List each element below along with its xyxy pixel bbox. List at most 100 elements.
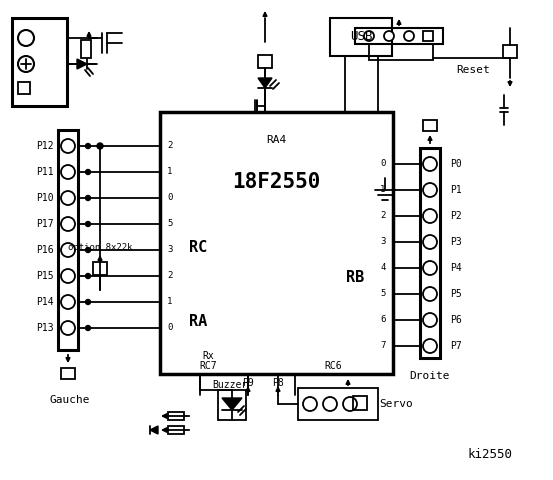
Bar (218, 390, 246, 420)
Circle shape (86, 274, 91, 278)
Bar (423, 120, 437, 131)
Bar (18, 82, 30, 94)
Circle shape (61, 295, 75, 309)
Polygon shape (222, 398, 242, 410)
Polygon shape (77, 59, 87, 69)
Text: Droite: Droite (410, 371, 450, 381)
Text: P3: P3 (450, 237, 462, 247)
Circle shape (61, 243, 75, 257)
Circle shape (61, 321, 75, 335)
Circle shape (86, 195, 91, 201)
Circle shape (86, 248, 91, 252)
Text: 7: 7 (380, 341, 385, 350)
Circle shape (323, 397, 337, 411)
Text: 2: 2 (380, 212, 385, 220)
Bar (160, 112, 393, 374)
Text: RA: RA (189, 314, 207, 329)
Text: 18F2550: 18F2550 (232, 172, 321, 192)
Circle shape (86, 300, 91, 304)
Circle shape (61, 139, 75, 153)
Circle shape (423, 235, 437, 249)
Bar (355, 28, 443, 44)
Text: P15: P15 (36, 271, 54, 281)
Circle shape (61, 269, 75, 283)
Text: 3: 3 (168, 245, 173, 254)
Circle shape (61, 217, 75, 231)
Text: ki2550: ki2550 (467, 448, 513, 461)
Text: P1: P1 (450, 185, 462, 195)
Circle shape (303, 397, 317, 411)
Text: 0: 0 (168, 324, 173, 333)
Text: Servo: Servo (379, 399, 413, 409)
Polygon shape (150, 426, 158, 434)
Text: 0: 0 (168, 193, 173, 203)
Text: 4: 4 (380, 264, 385, 273)
Text: RA4: RA4 (267, 135, 286, 145)
Text: 3: 3 (380, 238, 385, 247)
Circle shape (423, 287, 437, 301)
Circle shape (423, 339, 437, 353)
Text: USB: USB (349, 31, 372, 44)
Bar (168, 426, 184, 434)
Circle shape (97, 143, 103, 149)
Circle shape (86, 325, 91, 331)
Text: P12: P12 (36, 141, 54, 151)
Circle shape (423, 313, 437, 327)
Bar (330, 18, 392, 56)
Circle shape (86, 221, 91, 227)
Bar (258, 55, 272, 68)
Polygon shape (258, 78, 272, 88)
Text: P9: P9 (242, 378, 254, 388)
Text: RC7: RC7 (199, 361, 217, 371)
Text: 1: 1 (168, 168, 173, 177)
Text: P16: P16 (36, 245, 54, 255)
Circle shape (18, 56, 34, 72)
Circle shape (423, 261, 437, 275)
Circle shape (86, 144, 91, 148)
Bar (168, 412, 184, 420)
Circle shape (18, 30, 34, 46)
Text: Reset: Reset (456, 65, 490, 75)
Text: P2: P2 (450, 211, 462, 221)
Circle shape (384, 31, 394, 41)
Circle shape (364, 31, 374, 41)
Text: P13: P13 (36, 323, 54, 333)
Bar (93, 262, 107, 275)
Text: P5: P5 (450, 289, 462, 299)
Circle shape (61, 191, 75, 205)
Bar (423, 31, 433, 41)
Text: option 8x22k: option 8x22k (68, 243, 132, 252)
Bar (503, 45, 517, 58)
Text: 6: 6 (380, 315, 385, 324)
Circle shape (61, 165, 75, 179)
Text: P0: P0 (450, 159, 462, 169)
Text: 2: 2 (168, 272, 173, 280)
Circle shape (423, 157, 437, 171)
Text: P17: P17 (36, 219, 54, 229)
Text: RC: RC (189, 240, 207, 254)
Bar (420, 148, 440, 358)
Circle shape (343, 397, 357, 411)
Text: 0: 0 (380, 159, 385, 168)
Text: P14: P14 (36, 297, 54, 307)
Text: RC6: RC6 (324, 361, 342, 371)
Text: P6: P6 (450, 315, 462, 325)
Text: 1: 1 (168, 298, 173, 307)
Circle shape (423, 183, 437, 197)
Text: Buzzer: Buzzer (212, 380, 248, 390)
Bar (353, 396, 367, 410)
Text: P4: P4 (450, 263, 462, 273)
Text: Gauche: Gauche (50, 395, 90, 405)
Bar (61, 368, 75, 379)
Bar (58, 130, 78, 350)
Text: RB: RB (346, 269, 364, 285)
Text: P8: P8 (272, 378, 284, 388)
Bar (298, 388, 378, 420)
Text: 5: 5 (168, 219, 173, 228)
Bar (12, 18, 67, 106)
Text: P11: P11 (36, 167, 54, 177)
Text: Rx: Rx (202, 351, 214, 361)
Text: P7: P7 (450, 341, 462, 351)
Text: 5: 5 (380, 289, 385, 299)
Text: 2: 2 (168, 142, 173, 151)
